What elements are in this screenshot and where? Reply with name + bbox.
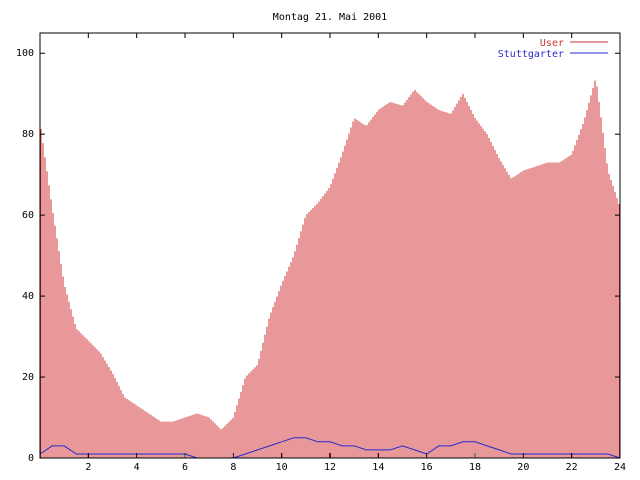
x-tick-label: 10	[276, 462, 288, 473]
y-axis: 0 20 40 60 80 100	[16, 48, 620, 464]
x-tick-label: 18	[469, 462, 481, 473]
x-tick-label: 12	[324, 462, 336, 473]
legend-label-user: User	[540, 38, 564, 49]
y-tick-label: 40	[22, 291, 34, 302]
x-axis: 2 4 6 8 10 12 14 16 18 20 22 24	[85, 33, 626, 473]
x-tick-label: 20	[517, 462, 529, 473]
user-bars	[40, 80, 620, 458]
x-tick-label: 4	[134, 462, 140, 473]
x-tick-label: 16	[421, 462, 433, 473]
y-tick-label: 100	[16, 48, 34, 59]
x-tick-label: 2	[85, 462, 91, 473]
x-tick-label: 22	[566, 462, 578, 473]
y-tick-label: 60	[22, 210, 34, 221]
y-tick-label: 20	[22, 372, 34, 383]
chart-title: Montag 21. Mai 2001	[273, 12, 387, 23]
x-tick-label: 24	[614, 462, 626, 473]
x-tick-label: 6	[182, 462, 188, 473]
x-tick-label: 8	[230, 462, 236, 473]
legend-label-stuttgarter: Stuttgarter	[498, 49, 564, 60]
y-tick-label: 80	[22, 129, 34, 140]
x-tick-label: 14	[372, 462, 384, 473]
y-tick-label: 0	[28, 453, 34, 464]
legend: User Stuttgarter	[498, 38, 608, 60]
